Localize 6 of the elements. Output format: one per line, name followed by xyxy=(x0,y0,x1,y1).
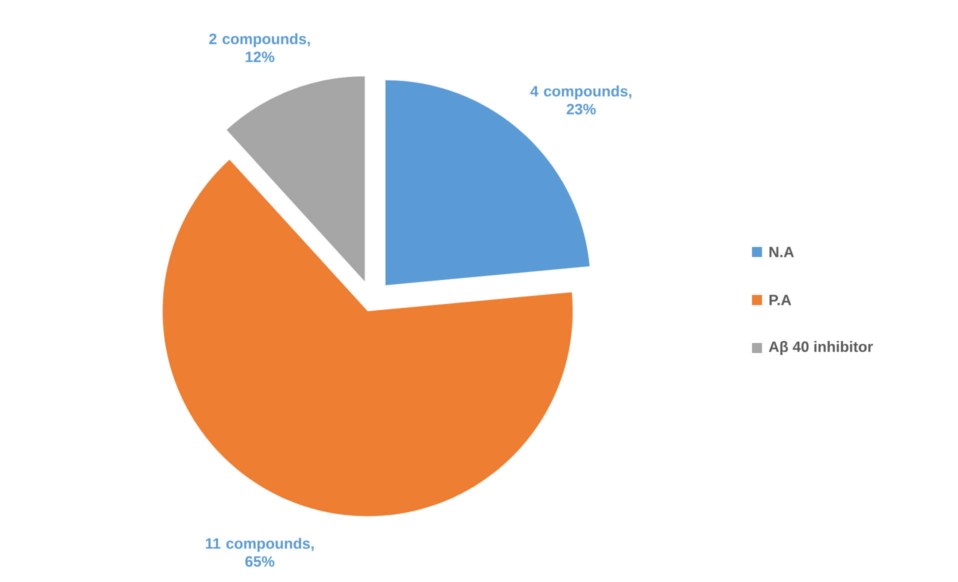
legend-label: P.A xyxy=(770,294,792,306)
legend-label: N.A xyxy=(770,246,794,258)
legend-label: Aβ 40 inhibitor xyxy=(768,341,873,355)
data-label: 2 compounds, 12% xyxy=(209,33,310,62)
data-label: 4 compounds, 23% xyxy=(530,86,632,114)
data-label: 11 compounds, 65% xyxy=(206,538,314,567)
